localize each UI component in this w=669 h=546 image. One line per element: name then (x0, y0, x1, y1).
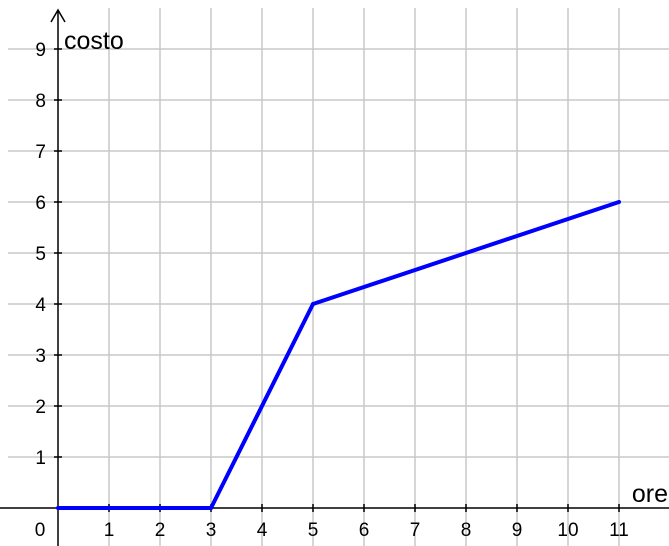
y-tick-label-3: 3 (35, 346, 46, 367)
series-layer (56, 200, 621, 510)
data-point-0-0 (56, 506, 60, 510)
x-tick-label-2: 2 (155, 520, 166, 541)
y-tick-label-4: 4 (35, 295, 46, 316)
x-tick-label-1: 1 (104, 520, 115, 541)
x-tick-label-3: 3 (206, 520, 217, 541)
origin-label: 0 (35, 520, 46, 541)
y-tick-label-2: 2 (35, 397, 46, 418)
x-tick-label-5: 5 (308, 520, 319, 541)
y-tick-label-7: 7 (35, 142, 46, 163)
x-tick-label-4: 4 (257, 520, 268, 541)
y-tick-label-8: 8 (35, 91, 46, 112)
y-tick-label-1: 1 (35, 448, 46, 469)
x-tick-label-6: 6 (359, 520, 370, 541)
x-tick-label-10: 10 (557, 520, 578, 541)
x-tick-label-8: 8 (461, 520, 472, 541)
data-point-0-1 (209, 506, 213, 510)
x-tick-label-11: 11 (609, 520, 629, 541)
data-point-0-3 (617, 200, 621, 204)
y-axis-title: costo (64, 27, 124, 55)
y-tick-label-5: 5 (35, 244, 46, 265)
y-tick-label-6: 6 (35, 193, 46, 214)
x-tick-labels: 1 2 3 4 5 6 7 8 9 10 11 (104, 520, 629, 541)
series-line-0 (58, 200, 620, 510)
grid (8, 8, 669, 546)
x-axis-title: ore (632, 480, 668, 508)
y-axis-arrow (50, 8, 66, 23)
x-tick-label-9: 9 (512, 520, 523, 541)
x-tick-label-7: 7 (410, 520, 421, 541)
data-point-0-2 (311, 302, 315, 306)
y-tick-label-9: 9 (35, 40, 46, 61)
y-tick-labels: 1 2 3 4 5 6 7 8 9 (35, 40, 46, 469)
